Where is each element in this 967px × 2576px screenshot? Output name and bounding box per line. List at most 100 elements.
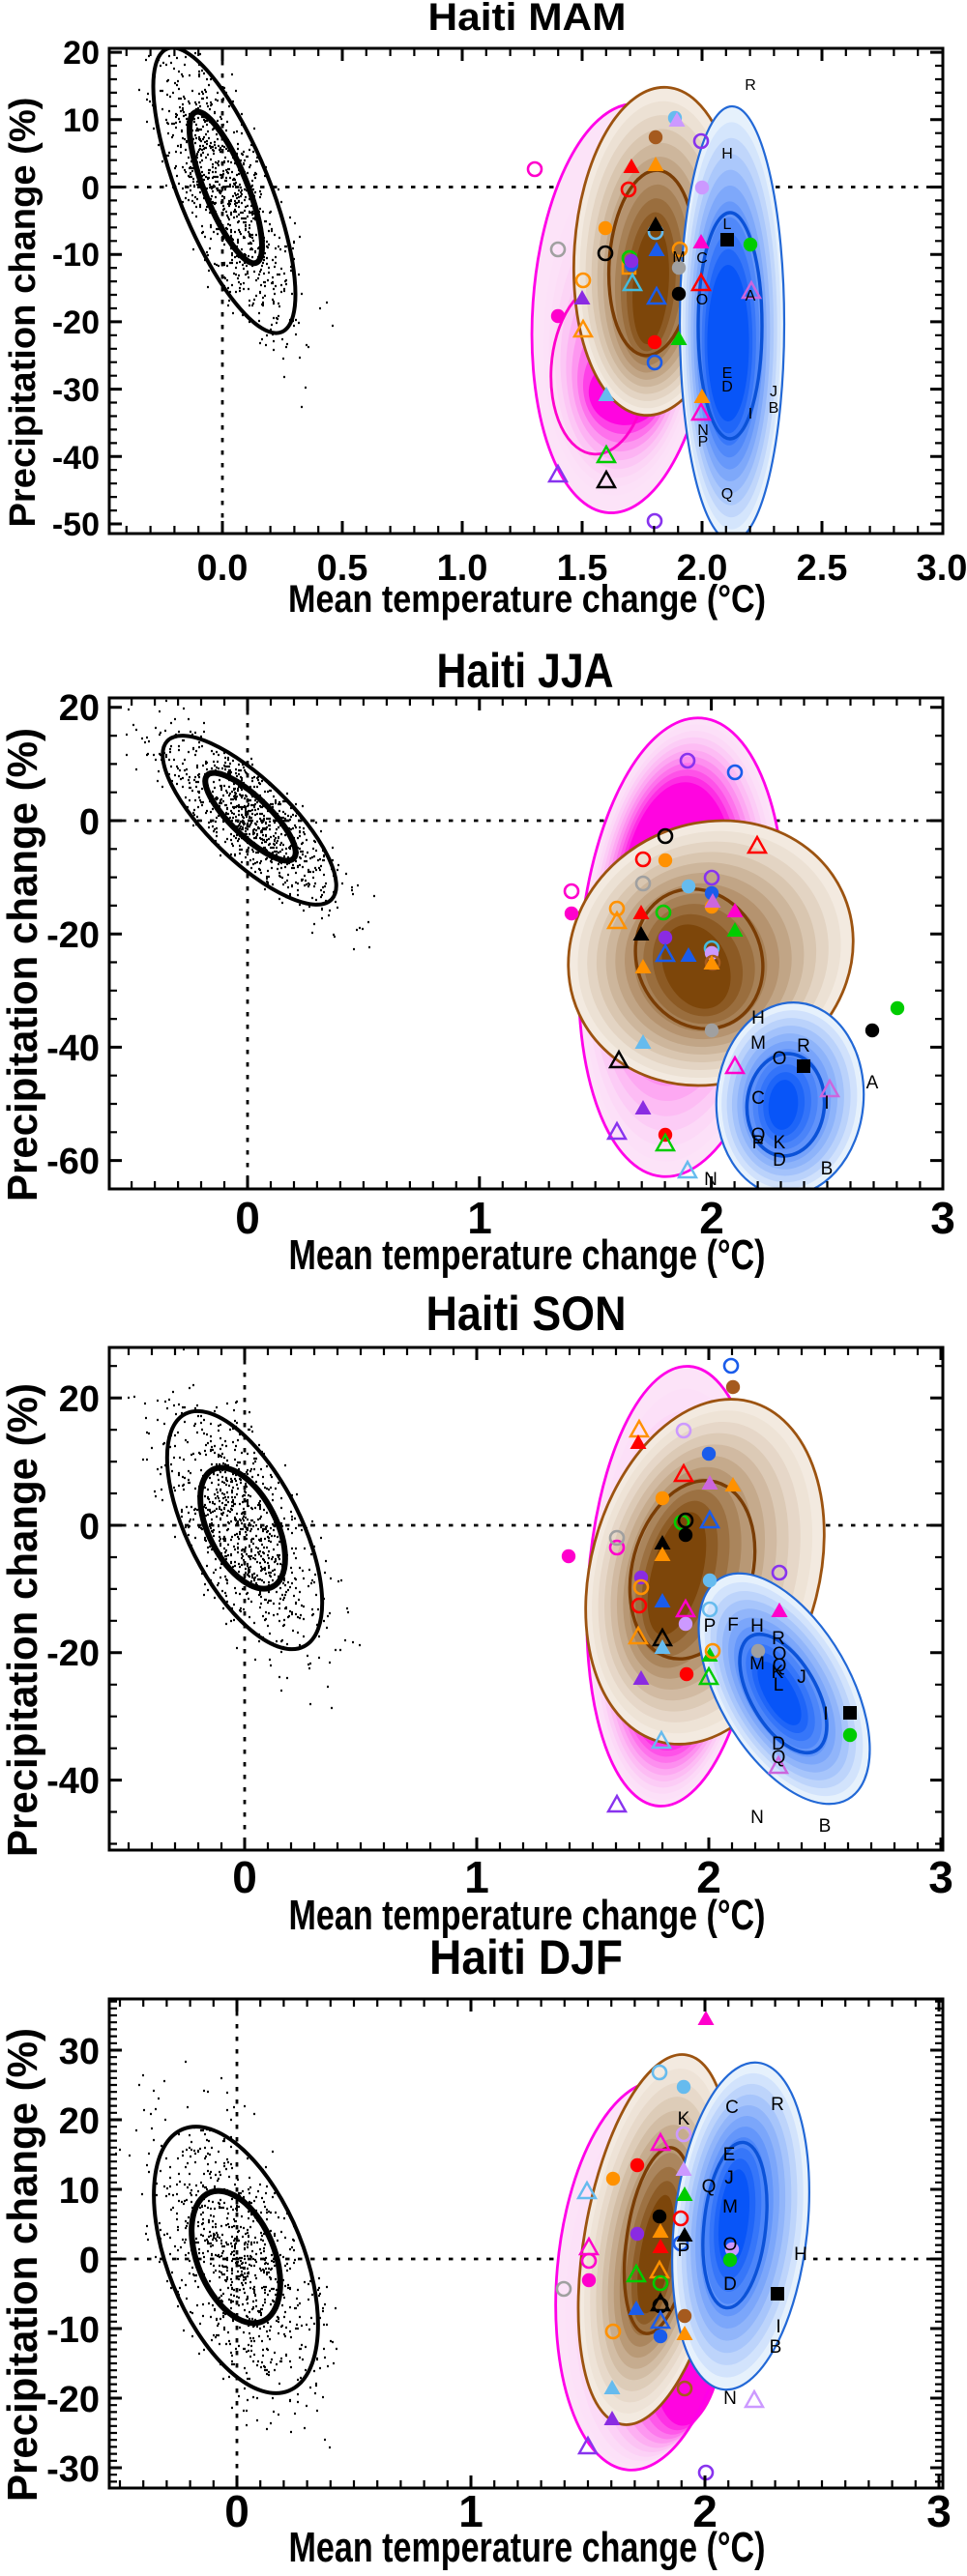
svg-text:-20: -20 xyxy=(52,304,100,341)
svg-text:D: D xyxy=(772,1734,785,1754)
svg-text:P: P xyxy=(704,1616,717,1636)
svg-text:O: O xyxy=(723,2235,738,2255)
svg-text:-30: -30 xyxy=(46,2449,100,2490)
svg-text:M: M xyxy=(749,1654,765,1674)
svg-text:0: 0 xyxy=(79,1507,100,1548)
svg-text:0.0: 0.0 xyxy=(197,548,249,589)
svg-text:P: P xyxy=(698,434,709,450)
svg-text:3: 3 xyxy=(928,1852,953,1902)
svg-text:-40: -40 xyxy=(46,1028,100,1069)
svg-text:2: 2 xyxy=(696,1852,721,1902)
svg-text:I: I xyxy=(823,1704,828,1724)
svg-text:J: J xyxy=(770,384,777,400)
svg-text:C: C xyxy=(725,2098,739,2118)
svg-text:2.0: 2.0 xyxy=(677,548,728,589)
svg-text:10: 10 xyxy=(59,2171,100,2212)
svg-text:C: C xyxy=(751,1088,765,1109)
svg-text:Precipitation change (%): Precipitation change (%) xyxy=(0,1383,46,1857)
svg-text:B: B xyxy=(769,400,779,417)
svg-text:-60: -60 xyxy=(46,1142,100,1182)
svg-text:B: B xyxy=(770,2337,782,2358)
svg-text:N: N xyxy=(697,422,709,439)
svg-text:H: H xyxy=(794,2244,807,2265)
svg-text:1.0: 1.0 xyxy=(437,548,488,589)
svg-text:M: M xyxy=(750,1033,766,1054)
svg-text:A: A xyxy=(866,1073,879,1093)
svg-text:K: K xyxy=(772,1663,784,1683)
svg-text:E: E xyxy=(723,2145,736,2165)
svg-text:2: 2 xyxy=(699,1193,724,1243)
svg-text:O: O xyxy=(773,1644,787,1664)
svg-text:L: L xyxy=(723,217,732,233)
svg-text:0: 0 xyxy=(224,2486,249,2536)
svg-text:Mean temperature change (°C): Mean temperature change (°C) xyxy=(288,578,766,621)
svg-text:1: 1 xyxy=(464,1852,489,1902)
svg-text:Mean temperature change (°C): Mean temperature change (°C) xyxy=(289,1892,766,1939)
svg-text:P: P xyxy=(678,2241,690,2261)
svg-text:-20: -20 xyxy=(46,2380,100,2420)
svg-text:H: H xyxy=(751,1008,765,1028)
svg-text:0: 0 xyxy=(235,1193,260,1243)
svg-text:-10: -10 xyxy=(46,2310,100,2351)
svg-text:M: M xyxy=(722,2197,738,2217)
svg-text:R: R xyxy=(771,2095,784,2115)
svg-text:Mean temperature change (°C): Mean temperature change (°C) xyxy=(289,1231,766,1279)
svg-text:C: C xyxy=(696,250,708,267)
svg-text:R: R xyxy=(797,1036,810,1056)
svg-text:I: I xyxy=(824,1093,829,1114)
svg-text:-10: -10 xyxy=(52,237,100,274)
svg-text:M: M xyxy=(672,249,685,266)
svg-text:20: 20 xyxy=(63,35,100,72)
svg-text:B: B xyxy=(821,1159,834,1179)
svg-text:-20: -20 xyxy=(46,1634,100,1674)
svg-text:Q: Q xyxy=(702,2177,717,2197)
svg-text:-50: -50 xyxy=(52,507,100,543)
svg-text:-30: -30 xyxy=(52,372,100,409)
svg-text:2.5: 2.5 xyxy=(797,548,848,589)
svg-text:-20: -20 xyxy=(46,915,100,956)
svg-text:H: H xyxy=(750,1616,764,1636)
svg-text:20: 20 xyxy=(59,1379,100,1420)
svg-text:D: D xyxy=(721,379,733,395)
svg-text:Precipitation change (%): Precipitation change (%) xyxy=(3,98,44,528)
svg-text:I: I xyxy=(776,2317,780,2337)
svg-text:2: 2 xyxy=(692,2486,718,2536)
svg-text:3.0: 3.0 xyxy=(917,548,967,589)
svg-text:0: 0 xyxy=(79,802,100,843)
svg-text:Haiti DJF: Haiti DJF xyxy=(429,1930,623,1984)
svg-text:10: 10 xyxy=(63,102,100,139)
svg-text:Q: Q xyxy=(772,1748,786,1768)
svg-text:K: K xyxy=(678,2109,690,2129)
svg-text:J: J xyxy=(797,1667,806,1688)
svg-text:I: I xyxy=(748,406,752,422)
svg-text:B: B xyxy=(819,1816,832,1837)
svg-text:0: 0 xyxy=(81,170,100,207)
svg-text:L: L xyxy=(774,1675,784,1695)
svg-text:D: D xyxy=(723,2274,737,2295)
svg-text:1.5: 1.5 xyxy=(557,548,608,589)
svg-text:30: 30 xyxy=(59,2032,100,2072)
svg-text:R: R xyxy=(745,77,756,94)
svg-text:Precipitation change (%): Precipitation change (%) xyxy=(0,728,46,1201)
svg-text:-40: -40 xyxy=(46,1761,100,1802)
svg-text:N: N xyxy=(723,2388,737,2409)
svg-text:K: K xyxy=(774,1133,786,1153)
svg-text:R: R xyxy=(772,1629,785,1649)
svg-text:20: 20 xyxy=(59,688,100,729)
svg-text:20: 20 xyxy=(59,2101,100,2142)
svg-text:0: 0 xyxy=(79,2241,100,2281)
svg-text:Haiti MAM: Haiti MAM xyxy=(428,0,627,39)
svg-text:Haiti SON: Haiti SON xyxy=(426,1287,627,1341)
svg-text:A: A xyxy=(746,288,756,304)
svg-text:P: P xyxy=(752,1133,765,1153)
svg-text:3: 3 xyxy=(926,2486,952,2536)
svg-text:-40: -40 xyxy=(52,440,100,477)
svg-text:E: E xyxy=(722,365,733,382)
svg-text:Q: Q xyxy=(751,1125,766,1145)
svg-text:Q: Q xyxy=(773,1656,787,1676)
svg-text:D: D xyxy=(773,1150,786,1171)
svg-text:1: 1 xyxy=(467,1193,492,1243)
svg-text:0: 0 xyxy=(232,1852,257,1902)
svg-text:O: O xyxy=(696,292,708,308)
svg-text:Q: Q xyxy=(721,486,733,503)
